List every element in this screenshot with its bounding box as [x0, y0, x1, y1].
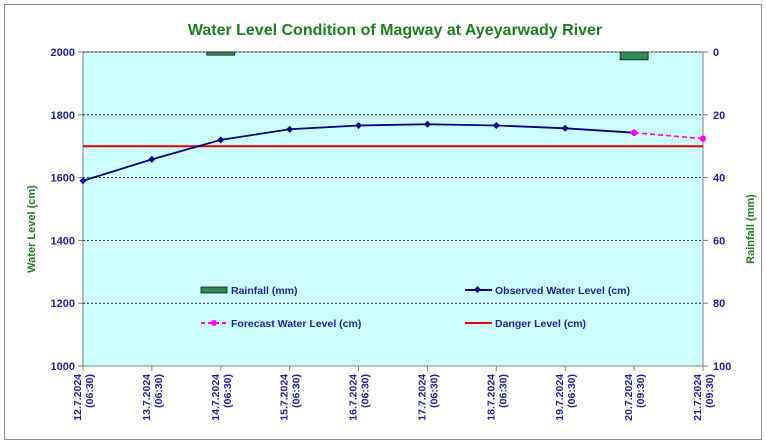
- y2-axis-ticks: 0 20 40 60 80 100: [703, 47, 731, 373]
- chart-frame: Water Level Condition of Magway at Ayeya…: [4, 4, 762, 440]
- legend-observed-marker: [473, 285, 482, 294]
- y2-tick-label: 80: [713, 298, 725, 310]
- legend: Rainfall (mm) Observed Water Level (cm) …: [200, 285, 630, 330]
- x-tick-label: 21.7.2024 (09:30): [692, 374, 716, 421]
- x-tick-time: (06:30): [360, 374, 372, 408]
- water-level-series: [79, 120, 707, 185]
- x-tick-label: 17.7.2024 (06:30): [416, 374, 440, 421]
- rainfall-bars: [206, 51, 649, 61]
- y-tick-label: 1400: [51, 235, 75, 247]
- y-axis-ticks: 1000 1200 1400 1600 1800 2000: [51, 47, 83, 373]
- x-tick-time: (06:30): [497, 374, 509, 408]
- x-tick-label: 20.7.2024 (09:30): [623, 374, 647, 421]
- y-tick-label: 2000: [51, 47, 75, 59]
- y-tick-label: 1000: [51, 361, 75, 373]
- x-tick-date: 21.7.2024: [692, 374, 704, 421]
- x-tick-date: 20.7.2024: [623, 374, 635, 421]
- x-axis-ticks: 12.7.2024 (06:30) 13.7.2024 (06:30) 14.7.202…: [72, 366, 716, 421]
- y-tick-label: 1600: [51, 173, 75, 185]
- x-tick-label: 19.7.2024 (06:30): [554, 374, 578, 421]
- y2-axis-label: Rainfall (mm): [745, 194, 757, 264]
- rainfall-bar: [206, 51, 236, 56]
- x-tick-label: 16.7.2024 (06:30): [348, 374, 372, 421]
- x-tick-time: (06:30): [566, 374, 578, 408]
- x-tick-time: (06:30): [84, 374, 96, 408]
- chart-title: Water Level Condition of Magway at Ayeya…: [188, 22, 602, 39]
- legend-item-rainfall: Rainfall (mm): [200, 285, 298, 297]
- x-tick-time: (09:30): [704, 374, 716, 408]
- x-tick-label: 15.7.2024 (06:30): [279, 374, 303, 421]
- y-tick-label: 1200: [51, 298, 75, 310]
- rainfall-bar: [619, 51, 649, 61]
- x-tick-time: (09:30): [635, 374, 647, 408]
- observed-point: [423, 120, 431, 128]
- y-axis-label: Water Level (cm): [26, 185, 38, 273]
- y2-tick-label: 0: [713, 47, 719, 59]
- forecast-point: [699, 135, 707, 142]
- x-tick-date: 16.7.2024: [348, 374, 360, 421]
- grid-lines: [83, 51, 703, 304]
- observed-point: [492, 121, 500, 130]
- x-tick-label: 12.7.2024 (06:30): [72, 374, 96, 421]
- observed-point: [217, 136, 225, 144]
- x-tick-label: 14.7.2024 (06:30): [210, 374, 234, 421]
- observed-point: [79, 177, 87, 185]
- y2-tick-label: 100: [713, 361, 731, 373]
- plot-area: [82, 51, 704, 367]
- observed-point: [148, 155, 156, 163]
- x-tick-date: 12.7.2024: [72, 374, 84, 421]
- x-tick-time: (06:30): [222, 374, 234, 408]
- legend-rainfall-label: Rainfall (mm): [231, 285, 298, 297]
- legend-rainfall-swatch: [200, 286, 228, 294]
- x-tick-time: (06:30): [291, 374, 303, 408]
- legend-observed-label: Observed Water Level (cm): [495, 285, 630, 297]
- legend-item-forecast: Forecast Water Level (cm): [201, 318, 361, 330]
- x-tick-time: (06:30): [153, 374, 165, 408]
- legend-forecast-marker: [211, 320, 217, 326]
- legend-item-danger: Danger Level (cm): [465, 318, 586, 330]
- x-tick-date: 14.7.2024: [210, 374, 222, 421]
- x-tick-date: 18.7.2024: [485, 374, 497, 421]
- y2-tick-label: 20: [713, 110, 725, 122]
- x-tick-date: 15.7.2024: [279, 374, 291, 421]
- x-tick-date: 13.7.2024: [141, 374, 153, 421]
- x-tick-date: 19.7.2024: [554, 374, 566, 421]
- water-level-chart: Water Level Condition of Magway at Ayeya…: [26, 22, 757, 421]
- x-tick-time: (06:30): [428, 374, 440, 408]
- observed-point: [561, 124, 569, 132]
- x-tick-date: 17.7.2024: [416, 374, 428, 421]
- legend-forecast-label: Forecast Water Level (cm): [231, 318, 361, 330]
- forecast-line: [634, 131, 704, 140]
- x-tick-label: 13.7.2024 (06:30): [141, 374, 165, 421]
- x-tick-label: 18.7.2024 (06:30): [485, 374, 509, 421]
- y2-tick-label: 40: [713, 173, 725, 185]
- legend-danger-label: Danger Level (cm): [495, 318, 586, 330]
- y2-tick-label: 60: [713, 235, 725, 247]
- y-tick-label: 1800: [51, 110, 75, 122]
- forecast-point: [630, 129, 638, 136]
- observed-point: [355, 121, 363, 130]
- legend-item-observed: Observed Water Level (cm): [465, 285, 630, 297]
- observed-point: [286, 125, 294, 133]
